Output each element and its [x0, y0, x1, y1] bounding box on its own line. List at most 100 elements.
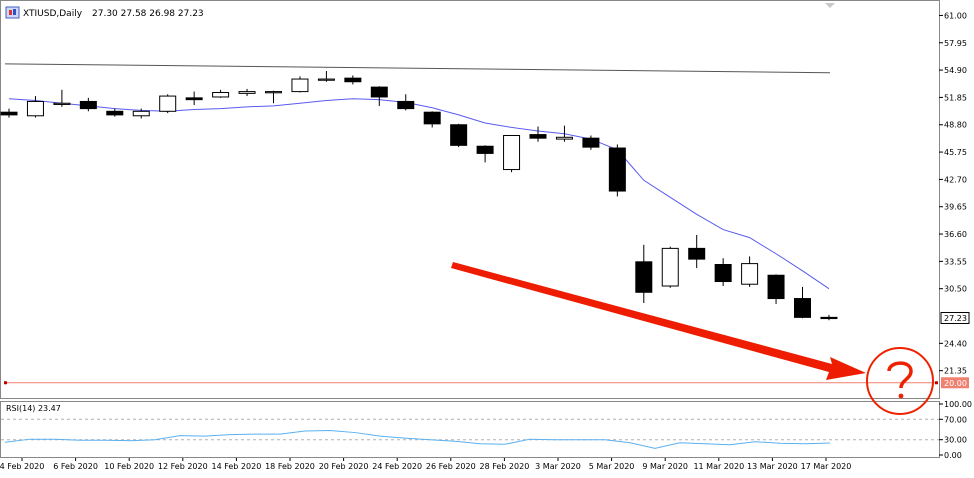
candle[interactable]	[476, 145, 494, 163]
candle-body	[635, 261, 653, 293]
rsi-label: RSI(14) 23.47	[6, 404, 61, 413]
candle[interactable]	[79, 97, 97, 112]
candle-body	[529, 134, 547, 139]
rsi-line[interactable]	[4, 430, 831, 449]
level-marker-right	[935, 381, 938, 385]
moving-average-line[interactable]	[8, 98, 830, 290]
candle[interactable]	[370, 86, 388, 106]
candle-body	[185, 97, 203, 101]
candle[interactable]	[503, 134, 521, 173]
scroll-marker-icon[interactable]	[825, 3, 835, 8]
level-marker-left	[4, 381, 7, 385]
level-price-label: 20.00	[944, 379, 967, 388]
candle[interactable]	[26, 96, 44, 118]
candlesticks	[0, 70, 838, 321]
date-tick-label: 6 Feb 2020	[53, 462, 98, 471]
rsi-axis: 100.00 70.00 30.00 0.00	[939, 400, 972, 460]
candle[interactable]	[238, 88, 256, 97]
candle[interactable]	[423, 111, 441, 128]
price-tick-label: 48.80	[944, 121, 967, 130]
date-tick-label: 5 Mar 2020	[589, 462, 635, 471]
date-tick-label: 9 Mar 2020	[642, 462, 688, 471]
candle[interactable]	[317, 70, 335, 82]
current-price-label: 27.23	[944, 314, 967, 323]
chart-symbol-icon-bar	[9, 10, 12, 15]
candle-body	[79, 100, 97, 110]
candle-body	[106, 110, 124, 116]
candle[interactable]	[397, 94, 415, 111]
candle-body	[688, 247, 706, 260]
candle[interactable]	[291, 76, 309, 93]
candle[interactable]	[106, 108, 124, 117]
price-tick-label: 21.35	[944, 367, 967, 376]
candle[interactable]	[529, 126, 547, 142]
price-tick-label: 39.65	[944, 203, 967, 212]
candle[interactable]	[661, 246, 679, 288]
candle-body	[582, 137, 600, 148]
date-tick-label: 3 Mar 2020	[535, 462, 581, 471]
candle-body	[714, 264, 732, 283]
date-tick-label: 14 Feb 2020	[212, 462, 262, 471]
date-tick-label: 17 Mar 2020	[801, 462, 852, 471]
date-tick-label: 24 Feb 2020	[372, 462, 422, 471]
price-tick-label: 57.95	[944, 39, 967, 48]
candle[interactable]	[344, 75, 362, 85]
candle[interactable]	[582, 135, 600, 150]
candle-body	[265, 91, 282, 94]
candle-body	[661, 247, 679, 287]
candle[interactable]	[450, 123, 468, 148]
candle-body	[820, 316, 838, 320]
candle[interactable]	[767, 274, 785, 304]
candle-body	[741, 263, 759, 285]
down-arrow-annotation[interactable]	[451, 262, 866, 380]
date-tick-label: 13 Mar 2020	[747, 462, 798, 471]
candle[interactable]	[820, 314, 838, 321]
price-tick-label: 42.70	[944, 175, 967, 184]
candle-body	[476, 145, 494, 154]
candle-body	[555, 136, 573, 140]
candle[interactable]	[555, 125, 573, 142]
trend-line[interactable]	[4, 63, 831, 74]
candle-body	[794, 298, 811, 318]
candle[interactable]	[212, 89, 230, 98]
candle[interactable]	[159, 94, 177, 114]
level-price-marker: 20.00	[941, 377, 969, 389]
date-tick-label: 18 Feb 2020	[265, 462, 315, 471]
price-tick-label: 24.40	[944, 339, 967, 348]
candle-body	[0, 111, 18, 116]
date-tick-label: 28 Feb 2020	[480, 462, 530, 471]
date-tick-label: 12 Feb 2020	[158, 462, 208, 471]
candle[interactable]	[53, 89, 71, 107]
chart-symbol-icon	[5, 6, 20, 19]
current-price-marker: 27.23	[940, 311, 970, 324]
candle[interactable]	[185, 91, 203, 106]
candle[interactable]	[794, 286, 811, 319]
price-tick-label: 30.50	[944, 285, 967, 294]
candle[interactable]	[688, 234, 706, 269]
price-axis: 61.00 57.95 54.90 51.85 48.80 45.75 42.70 39.65…	[939, 11, 967, 376]
price-tick-label: 54.90	[944, 66, 967, 75]
question-circle-annotation[interactable]	[866, 347, 934, 415]
candle-body	[423, 111, 441, 125]
candle[interactable]	[132, 108, 150, 119]
candle-body	[397, 100, 415, 110]
main-chart-frame	[0, 0, 940, 399]
price-tick-label: 45.75	[944, 148, 967, 157]
symbol-label: XTIUSD,Daily	[23, 9, 83, 19]
candle-body	[291, 78, 309, 93]
candle[interactable]	[741, 256, 759, 287]
candle[interactable]	[608, 144, 626, 197]
price-tick-label: 61.00	[944, 11, 967, 20]
candle-body	[53, 102, 71, 105]
date-tick-label: 26 Feb 2020	[426, 462, 476, 471]
date-tick-label: 20 Feb 2020	[319, 462, 369, 471]
price-tick-label: 33.55	[944, 257, 967, 266]
candle[interactable]	[0, 108, 18, 118]
chart-symbol-icon-bar	[13, 9, 16, 15]
candle-body	[317, 78, 335, 81]
candle[interactable]	[265, 90, 282, 104]
candle[interactable]	[635, 244, 653, 304]
rsi-panel-frame	[0, 401, 940, 458]
candle[interactable]	[714, 258, 732, 287]
